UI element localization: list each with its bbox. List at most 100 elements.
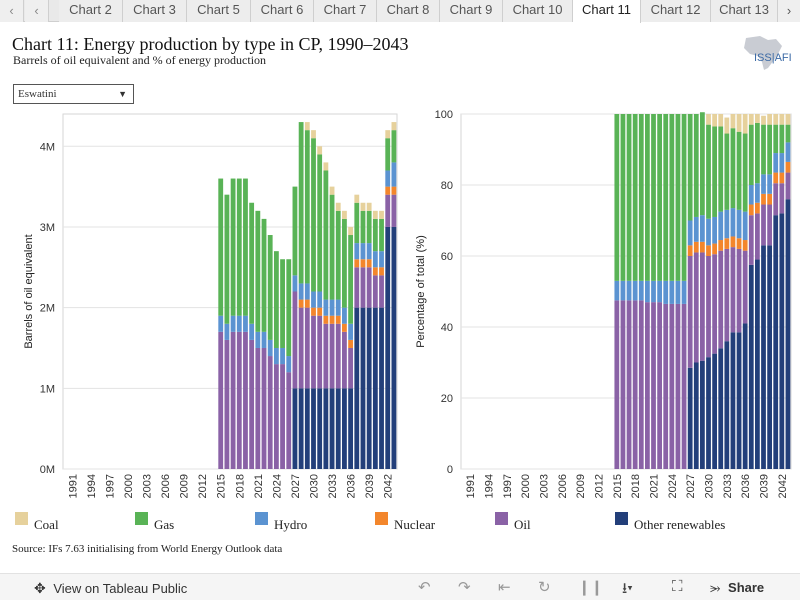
bar-segment-hydro[interactable] — [687, 220, 693, 246]
bar-segment-oil[interactable] — [224, 339, 230, 469]
bar-segment-gas[interactable] — [675, 114, 681, 281]
bar-segment-gas[interactable] — [255, 210, 261, 332]
bar-segment-gas[interactable] — [645, 114, 650, 281]
bar-segment-nuclear[interactable] — [335, 315, 341, 324]
bar-segment-hydro[interactable] — [761, 174, 766, 194]
bar-segment-hydro[interactable] — [712, 216, 717, 244]
bar-segment-hydro[interactable] — [742, 211, 748, 241]
bar-segment-other-renewables[interactable] — [385, 226, 391, 469]
bar-segment-hydro[interactable] — [681, 280, 687, 304]
bar-segment-hydro[interactable] — [243, 315, 248, 332]
bar-segment-hydro[interactable] — [292, 275, 298, 292]
bar-segment-gas[interactable] — [354, 202, 360, 244]
bar-segment-coal[interactable] — [311, 130, 316, 139]
bar-segment-oil[interactable] — [675, 303, 681, 469]
bar-segment-hydro[interactable] — [298, 283, 304, 300]
bar-segment-nuclear[interactable] — [323, 315, 329, 324]
tab-chart-13[interactable]: Chart 13 — [711, 0, 778, 22]
tab-scroll-right-button[interactable]: › — [778, 0, 800, 22]
bar-segment-oil[interactable] — [651, 302, 656, 469]
bar-segment-nuclear[interactable] — [693, 241, 699, 253]
bar-segment-hydro[interactable] — [286, 356, 292, 373]
bar-segment-oil[interactable] — [620, 300, 626, 470]
tab-chart-9[interactable]: Chart 9 — [440, 0, 503, 22]
bar-segment-other-renewables[interactable] — [742, 323, 748, 469]
bar-segment-nuclear[interactable] — [354, 259, 360, 268]
bar-segment-nuclear[interactable] — [366, 259, 372, 268]
download-icon[interactable]: ⭳▾ — [622, 580, 633, 597]
bar-segment-coal[interactable] — [785, 114, 791, 125]
bar-segment-gas[interactable] — [663, 114, 669, 281]
bar-segment-hydro[interactable] — [669, 280, 675, 304]
bar-segment-gas[interactable] — [280, 259, 285, 348]
pause-icon[interactable]: ❙❙ — [578, 579, 604, 596]
bar-segment-other-renewables[interactable] — [712, 353, 717, 470]
bar-segment-other-renewables[interactable] — [335, 388, 341, 469]
bar-segment-oil[interactable] — [243, 331, 248, 469]
bar-segment-hydro[interactable] — [693, 216, 699, 242]
bar-segment-hydro[interactable] — [645, 280, 650, 303]
bar-segment-gas[interactable] — [273, 251, 279, 348]
bar-segment-hydro[interactable] — [755, 183, 760, 203]
bar-segment-gas[interactable] — [218, 178, 224, 316]
bar-segment-nuclear[interactable] — [724, 238, 730, 249]
bar-segment-nuclear[interactable] — [779, 172, 785, 184]
bar-segment-oil[interactable] — [267, 356, 273, 469]
bar-segment-coal[interactable] — [372, 210, 378, 219]
bar-segment-coal[interactable] — [773, 114, 779, 125]
bar-segment-gas[interactable] — [718, 126, 724, 212]
bar-segment-other-renewables[interactable] — [724, 341, 730, 469]
bar-segment-gas[interactable] — [614, 114, 620, 281]
bar-segment-hydro[interactable] — [785, 142, 791, 162]
bar-segment-oil[interactable] — [298, 307, 304, 389]
bar-segment-other-renewables[interactable] — [372, 307, 378, 469]
bar-segment-gas[interactable] — [779, 124, 785, 154]
bar-segment-other-renewables[interactable] — [292, 388, 298, 469]
bar-segment-gas[interactable] — [730, 128, 736, 209]
bar-segment-oil[interactable] — [286, 372, 292, 469]
tab-chart-2[interactable]: Chart 2 — [59, 0, 123, 22]
tab-chart-10[interactable]: Chart 10 — [503, 0, 573, 22]
bar-segment-gas[interactable] — [261, 218, 267, 332]
bar-segment-oil[interactable] — [663, 303, 669, 469]
bar-segment-gas[interactable] — [236, 178, 242, 316]
bar-segment-hydro[interactable] — [249, 323, 255, 340]
bar-segment-hydro[interactable] — [354, 243, 360, 260]
bar-segment-nuclear[interactable] — [329, 315, 335, 324]
bar-segment-gas[interactable] — [712, 126, 717, 217]
bar-segment-hydro[interactable] — [261, 331, 267, 348]
bar-segment-nuclear[interactable] — [342, 323, 347, 332]
bar-segment-gas[interactable] — [700, 112, 705, 216]
bar-segment-hydro[interactable] — [323, 299, 329, 316]
bar-segment-nuclear[interactable] — [360, 259, 366, 268]
bar-segment-coal[interactable] — [304, 122, 310, 131]
bar-segment-nuclear[interactable] — [706, 245, 711, 256]
bar-segment-gas[interactable] — [230, 178, 236, 316]
bar-segment-coal[interactable] — [730, 114, 736, 129]
bar-segment-oil[interactable] — [669, 303, 675, 469]
bar-segment-hydro[interactable] — [329, 299, 335, 316]
bar-segment-coal[interactable] — [706, 114, 711, 125]
bar-segment-coal[interactable] — [718, 114, 724, 127]
bar-segment-nuclear[interactable] — [700, 241, 705, 253]
bar-segment-other-renewables[interactable] — [298, 388, 304, 469]
bar-segment-gas[interactable] — [681, 114, 687, 281]
bar-segment-gas[interactable] — [742, 133, 748, 212]
bar-segment-gas[interactable] — [620, 114, 626, 281]
bar-segment-hydro[interactable] — [360, 243, 366, 260]
bar-segment-oil[interactable] — [638, 300, 644, 470]
bar-segment-gas[interactable] — [329, 194, 335, 300]
bar-segment-nuclear[interactable] — [391, 186, 397, 195]
bar-segment-oil[interactable] — [700, 252, 705, 361]
bar-segment-gas[interactable] — [391, 130, 397, 163]
bar-segment-nuclear[interactable] — [755, 202, 760, 214]
bar-segment-gas[interactable] — [706, 124, 711, 219]
bar-segment-coal[interactable] — [360, 202, 366, 211]
bar-segment-nuclear[interactable] — [761, 193, 766, 205]
redo-icon[interactable]: ↷ — [458, 579, 471, 596]
bar-segment-coal[interactable] — [779, 114, 785, 125]
bar-segment-oil[interactable] — [280, 364, 285, 469]
bar-segment-hydro[interactable] — [366, 243, 372, 260]
bar-segment-gas[interactable] — [267, 235, 273, 340]
bar-segment-hydro[interactable] — [657, 280, 662, 303]
